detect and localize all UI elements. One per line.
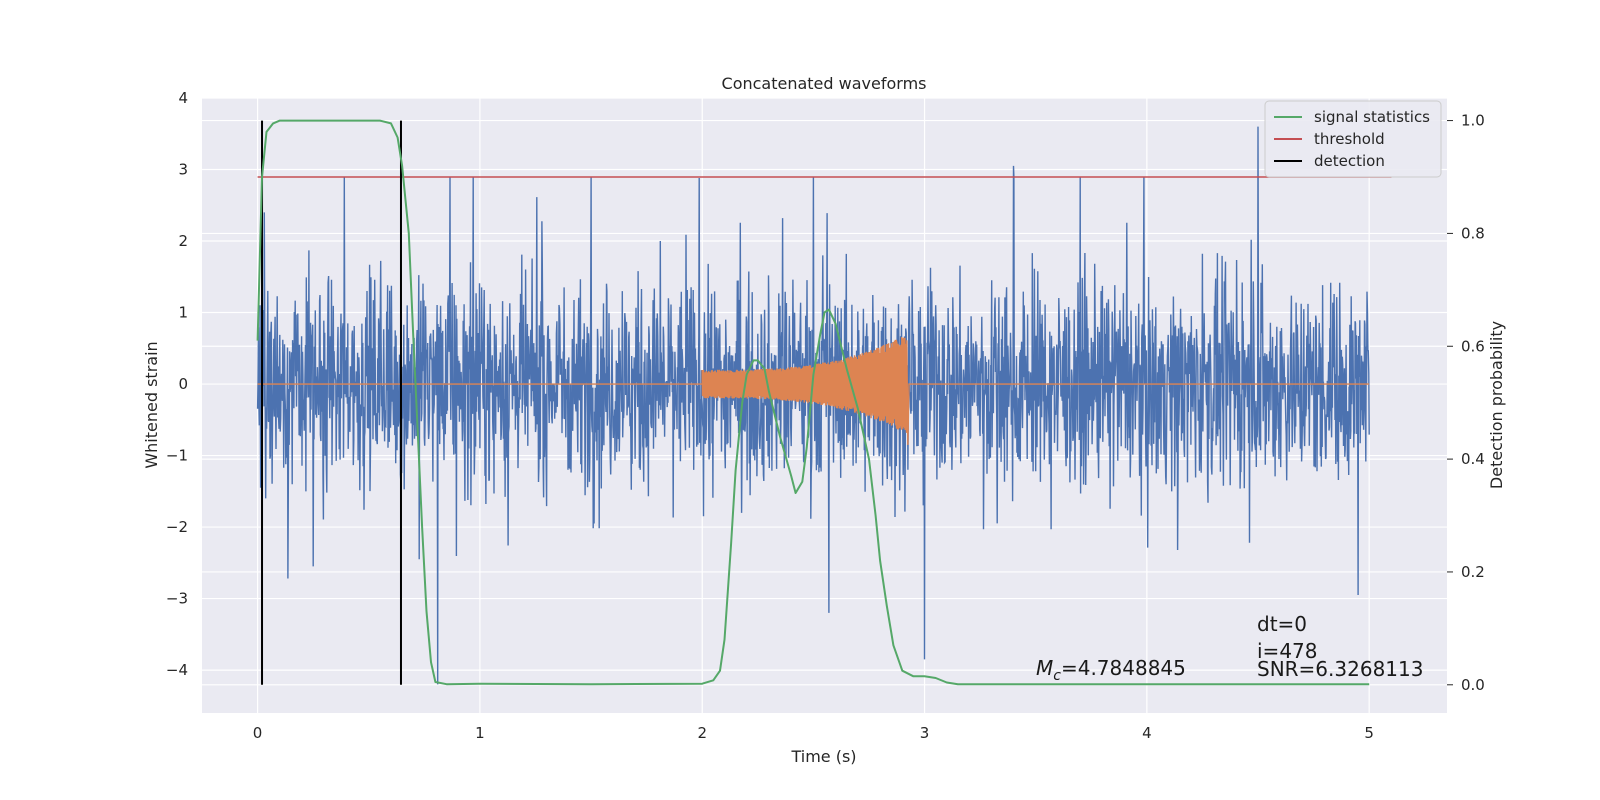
y-tick-label: 3 [178, 161, 188, 179]
legend-label-detection: detection [1314, 152, 1385, 170]
y-tick-label: −4 [166, 661, 188, 679]
y-axis-left: −4 −3 −2 −1 0 1 2 3 4 [166, 89, 188, 679]
index-annotation: i=478 [1257, 639, 1318, 663]
y-tick-label: −1 [166, 447, 188, 465]
plot-content [256, 119, 1392, 686]
y-tick-label: 0 [178, 375, 188, 393]
legend-box [1264, 100, 1442, 178]
y2-tick-label: 1.0 [1461, 112, 1485, 130]
x-axis: 0 1 2 3 4 5 [253, 724, 1374, 742]
snr-annotation: SNR=6.3268113 [1257, 657, 1423, 681]
y2-tick-label: 0.6 [1461, 337, 1485, 355]
chart-title: Concatenated waveforms [722, 74, 927, 93]
legend-label-signal-statistics: signal statistics [1314, 108, 1430, 126]
x-tick-label: 5 [1364, 724, 1374, 742]
legend: signal statistics threshold detection [1264, 100, 1442, 178]
y2-axis-title: Detection probability [1487, 321, 1506, 489]
signal-statistics-series [256, 119, 1370, 686]
signal-line [257, 336, 1370, 445]
detection-series [261, 120, 402, 685]
y-tick-label: −3 [166, 590, 188, 608]
x-tick-label: 2 [697, 724, 707, 742]
x-axis-title: Time (s) [790, 747, 856, 766]
signal-series [257, 336, 1370, 445]
y-tick-label: 2 [178, 232, 188, 250]
chirp-mass-annotation: Mc=4.7848845 [1036, 656, 1186, 684]
legend-label-threshold: threshold [1314, 130, 1385, 148]
y-tick-label: 4 [178, 89, 188, 107]
y-tick-label: −2 [166, 518, 188, 536]
y2-tick-label: 0.2 [1461, 563, 1485, 581]
y2-tick-label: 0.8 [1461, 224, 1485, 242]
x-tick-label: 1 [475, 724, 485, 742]
x-tick-label: 0 [253, 724, 263, 742]
y2-tick-label: 0.4 [1461, 450, 1485, 468]
dt-annotation: dt=0 [1257, 612, 1307, 636]
signal-statistics-line [256, 119, 1370, 686]
y-tick-label: 1 [178, 304, 188, 322]
x-tick-label: 3 [920, 724, 930, 742]
y2-tick-label: 0.0 [1461, 676, 1485, 694]
y-axis-right: 0.0 0.2 0.4 0.6 0.8 1.0 [1447, 112, 1485, 694]
annotations: Mc=4.7848845 dt=0 i=478 SNR=6.3268113 [1036, 612, 1423, 684]
x-tick-label: 4 [1142, 724, 1152, 742]
y-axis-title: Whitened strain [142, 341, 161, 468]
